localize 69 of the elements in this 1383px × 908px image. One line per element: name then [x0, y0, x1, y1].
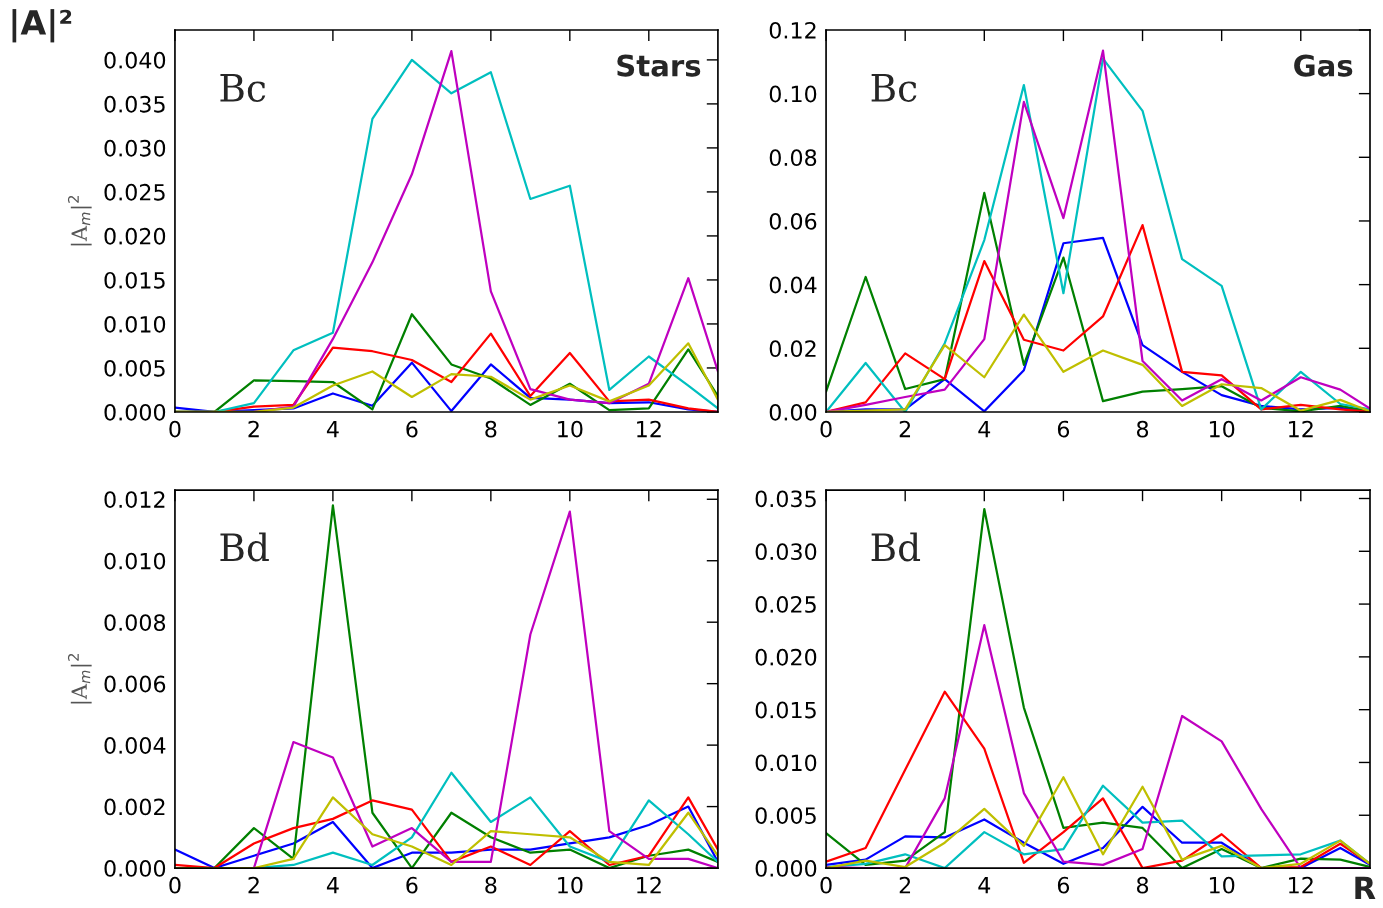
annotation: Bc: [220, 74, 266, 102]
y-tick-label: 0.12: [769, 21, 816, 39]
y-tick-label: 0.010: [104, 552, 166, 570]
x-tick-label: 12: [1289, 876, 1313, 894]
x-tick-label: 6: [1057, 420, 1070, 438]
y-tick-label: 0.015: [104, 271, 165, 289]
x-tick-label: 10: [558, 876, 583, 894]
y-tick-label: 0.04: [769, 276, 817, 294]
x-tick-label: 6: [406, 420, 418, 438]
annotation: Bd: [871, 532, 921, 562]
x-tick-label: 10: [1209, 876, 1235, 894]
y-tick-label: 0.004: [104, 737, 166, 754]
y-tick-label: 0.000: [755, 860, 817, 877]
x-tick-label: 12: [637, 876, 661, 894]
y-tick-label: 0.000: [104, 403, 166, 421]
y-tick-label: 0.00: [769, 403, 817, 421]
y-tick-label: 0.010: [755, 754, 817, 772]
x-tick-label: 4: [978, 420, 991, 438]
y-tick-label: 0.020: [104, 227, 166, 245]
y-tick-label: 0.040: [104, 51, 166, 69]
annotation: Bd: [220, 532, 269, 562]
x-tick-label: 2: [248, 420, 259, 438]
text: R: [1355, 876, 1376, 899]
text: |A|²: [12, 9, 72, 43]
y-tick-label: 0.06: [769, 212, 817, 230]
x-tick-label: 12: [1289, 420, 1313, 438]
x-tick-label: 12: [637, 420, 661, 438]
annotation: Stars: [617, 54, 701, 77]
y-tick-label: 0.02: [769, 340, 816, 358]
y-tick-label: 0.010: [104, 315, 166, 333]
x-tick-label: 6: [1057, 876, 1070, 894]
y-tick-label: 0.002: [104, 798, 165, 816]
x-tick-label: 2: [899, 876, 911, 894]
x-tick-label: 8: [485, 876, 497, 894]
y-axis-title: |A$_{m}$|$^{2}$: [67, 195, 92, 246]
y-tick-label: 0.025: [104, 183, 165, 201]
x-tick-label: 6: [406, 876, 418, 894]
x-tick-label: 4: [326, 877, 339, 894]
x-tick-label: 4: [326, 420, 339, 438]
y-tick-label: 0.012: [104, 491, 165, 509]
y-tick-label: 0.10: [769, 85, 817, 103]
x-tick-label: 2: [248, 876, 259, 894]
annotation: Bc: [871, 74, 917, 102]
x-tick-label: 8: [1136, 420, 1149, 438]
y-tick-label: 0.030: [755, 543, 817, 561]
y-tick-label: 0.005: [104, 359, 165, 377]
x-tick-label: 2: [899, 420, 911, 438]
y-tick-label: 0.015: [755, 701, 816, 719]
x-tick-label: 8: [485, 420, 497, 438]
x-tick-label: 10: [1209, 420, 1235, 438]
y-tick-label: 0.08: [769, 149, 817, 167]
y-tick-label: 0.035: [104, 95, 165, 113]
x-tick-label: 0: [169, 876, 181, 894]
y-tick-label: 0.006: [104, 675, 166, 693]
y-tick-label: 0.020: [755, 648, 817, 666]
y-tick-label: 0.025: [755, 596, 816, 613]
x-tick-label: 0: [820, 420, 832, 438]
y-tick-label: 0.005: [755, 807, 816, 825]
x-tick-label: 8: [1136, 876, 1149, 894]
y-tick-label: 0.030: [104, 139, 166, 157]
x-tick-label: 10: [558, 420, 583, 438]
y-tick-label: 0.035: [755, 490, 816, 508]
y-tick-label: 0.008: [104, 614, 166, 631]
x-tick-label: 0: [169, 420, 181, 438]
y-tick-label: 0.000: [104, 860, 166, 877]
y-axis-title: |A$_{m}$|$^{2}$: [67, 654, 92, 704]
x-tick-label: 4: [978, 877, 991, 894]
annotation: Gas: [1294, 54, 1353, 77]
x-tick-label: 0: [820, 876, 832, 894]
